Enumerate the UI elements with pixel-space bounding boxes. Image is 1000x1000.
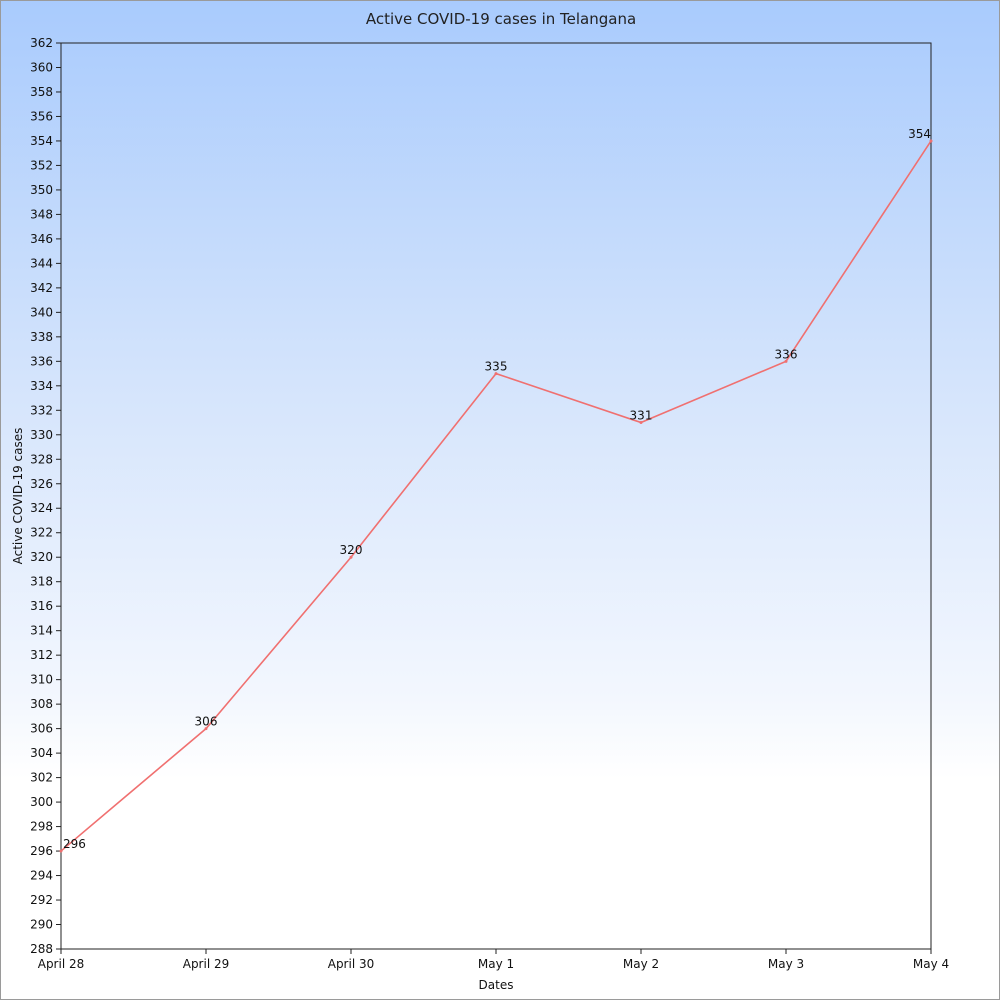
x-tick-label: April 30 [328, 957, 375, 971]
y-tick-label: 316 [30, 599, 53, 613]
y-tick-label: 318 [30, 575, 53, 589]
x-tick-label: May 2 [623, 957, 659, 971]
y-tick-label: 332 [30, 403, 53, 417]
y-tick-label: 314 [30, 624, 53, 638]
data-point [349, 555, 353, 559]
y-tick-label: 360 [30, 60, 53, 74]
y-axis-label: Active COVID-19 cases [11, 428, 25, 565]
y-tick-label: 346 [30, 232, 53, 246]
series-layer: 296 306 320 335 331 336 354 [59, 127, 933, 853]
series-line [60, 140, 932, 852]
y-tick-label: 322 [30, 526, 53, 540]
y-tick-label: 300 [30, 795, 53, 809]
data-point [494, 372, 498, 376]
x-tick-label: April 28 [38, 957, 85, 971]
data-label: 335 [485, 360, 508, 374]
data-label: 320 [340, 543, 363, 557]
y-tick-label: 306 [30, 722, 53, 736]
y-tick-label: 288 [30, 942, 53, 956]
y-tick-label: 358 [30, 85, 53, 99]
data-point [784, 359, 788, 363]
data-point [929, 139, 933, 143]
data-label: 331 [630, 409, 653, 423]
data-label: 354 [908, 127, 931, 141]
data-point [204, 727, 208, 731]
y-tick-label: 304 [30, 746, 53, 760]
y-tick-label: 290 [30, 918, 53, 932]
x-tick-label: May 3 [768, 957, 804, 971]
data-point [639, 421, 643, 425]
y-tick-label: 308 [30, 697, 53, 711]
chart-title: Active COVID-19 cases in Telangana [366, 10, 636, 28]
y-tick-label: 350 [30, 183, 53, 197]
y-axis-ticks: 288 290 292 294 296 298 300 302 304 306 308 310 312 3… [30, 36, 61, 956]
y-tick-label: 310 [30, 673, 53, 687]
y-tick-label: 338 [30, 330, 53, 344]
y-tick-label: 294 [30, 869, 53, 883]
y-tick-label: 312 [30, 648, 53, 662]
y-tick-label: 292 [30, 893, 53, 907]
y-tick-label: 352 [30, 158, 53, 172]
y-tick-label: 296 [30, 844, 53, 858]
y-tick-label: 298 [30, 820, 53, 834]
y-tick-label: 302 [30, 771, 53, 785]
y-tick-label: 356 [30, 109, 53, 123]
y-tick-label: 326 [30, 477, 53, 491]
y-tick-label: 334 [30, 379, 53, 393]
plot-area-border [60, 42, 932, 950]
y-tick-label: 348 [30, 207, 53, 221]
data-label: 296 [63, 837, 86, 851]
y-tick-label: 342 [30, 281, 53, 295]
data-point [59, 849, 63, 853]
x-tick-label: April 29 [183, 957, 230, 971]
y-tick-label: 324 [30, 501, 53, 515]
y-tick-label: 344 [30, 256, 53, 270]
y-tick-label: 362 [30, 36, 53, 50]
data-label: 306 [195, 715, 218, 729]
y-tick-label: 330 [30, 428, 53, 442]
y-tick-label: 328 [30, 452, 53, 466]
x-axis-ticks: April 28 April 29 April 30 May 1 May 2 May 3 M… [38, 949, 949, 971]
x-axis-label: Dates [479, 978, 514, 992]
y-tick-label: 354 [30, 134, 53, 148]
x-tick-label: May 4 [913, 957, 949, 971]
y-tick-label: 336 [30, 354, 53, 368]
y-tick-label: 340 [30, 305, 53, 319]
data-label: 336 [775, 347, 798, 361]
y-tick-label: 320 [30, 550, 53, 564]
x-tick-label: May 1 [478, 957, 514, 971]
